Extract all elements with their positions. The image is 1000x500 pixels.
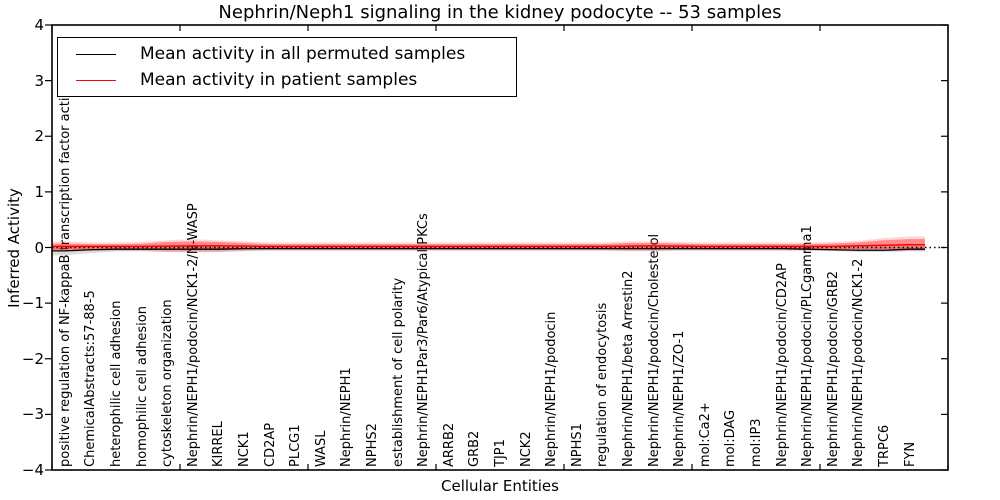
- y-tick-label: 1: [34, 182, 44, 201]
- y-tick-label: −3: [21, 405, 44, 424]
- x-axis-label: Cellular Entities: [441, 477, 559, 495]
- legend: Mean activity in all permuted samples Me…: [57, 37, 517, 97]
- legend-label-patient: Mean activity in patient samples: [140, 70, 418, 90]
- y-tick-label: −1: [21, 294, 44, 313]
- y-tick-label: 3: [34, 71, 44, 90]
- y-tick-label: 4: [34, 16, 44, 34]
- legend-item-patient: Mean activity in patient samples: [58, 70, 516, 90]
- legend-line-patient-icon: [76, 79, 116, 81]
- chart-title: Nephrin/Neph1 signaling in the kidney po…: [218, 2, 782, 23]
- y-tick-label: −4: [21, 461, 44, 479]
- y-tick-label: 0: [34, 238, 44, 257]
- legend-label-permuted: Mean activity in all permuted samples: [140, 44, 466, 64]
- legend-item-permuted: Mean activity in all permuted samples: [58, 44, 516, 64]
- legend-line-permuted-icon: [76, 53, 116, 55]
- y-tick-label: 2: [34, 127, 44, 146]
- y-tick-label: −2: [21, 349, 44, 368]
